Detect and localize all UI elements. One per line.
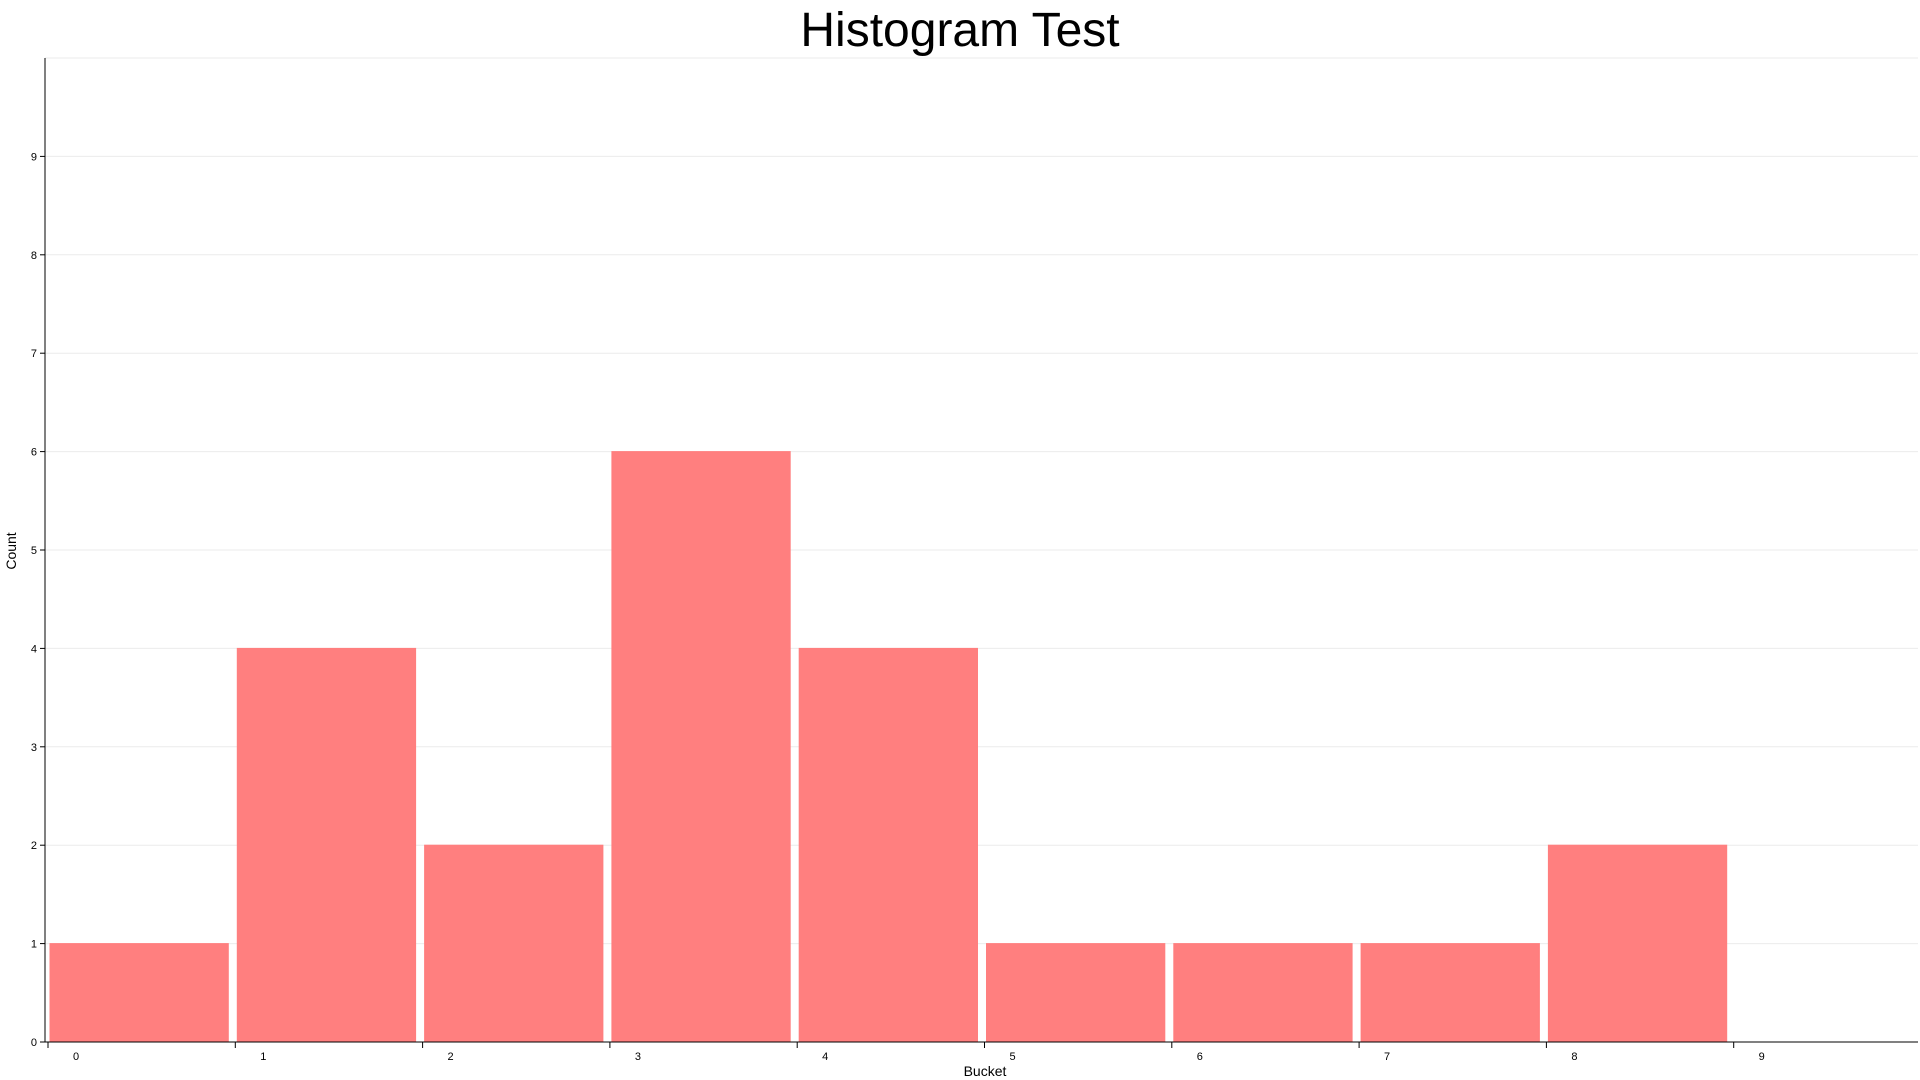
y-tick-label-3: 3 xyxy=(31,742,37,754)
bar-8 xyxy=(1547,844,1728,1043)
x-axis-label: Bucket xyxy=(964,1063,1007,1079)
x-tick-label-3: 3 xyxy=(635,1051,641,1063)
y-axis-label: Count xyxy=(3,532,19,569)
y-tick-label-0: 0 xyxy=(31,1037,37,1049)
chart-title: Histogram Test xyxy=(800,4,1120,57)
x-tick-label-9: 9 xyxy=(1759,1051,1765,1063)
bar-7 xyxy=(1360,943,1540,1043)
bar-6 xyxy=(1173,943,1353,1043)
y-tick-label-7: 7 xyxy=(31,348,37,360)
x-tick-label-0: 0 xyxy=(73,1051,79,1063)
y-tick-label-1: 1 xyxy=(31,939,37,951)
bar-0 xyxy=(49,943,229,1043)
y-tick-label-8: 8 xyxy=(31,250,37,262)
y-tick-label-5: 5 xyxy=(31,545,37,557)
axes xyxy=(40,58,1918,1048)
x-tick-label-6: 6 xyxy=(1197,1051,1203,1063)
bar-1 xyxy=(236,647,417,1043)
y-tick-label-2: 2 xyxy=(31,840,37,852)
bars xyxy=(49,451,1728,1043)
x-tick-label-5: 5 xyxy=(1009,1051,1015,1063)
y-tick-label-4: 4 xyxy=(31,643,37,655)
x-tick-label-8: 8 xyxy=(1571,1051,1577,1063)
bar-2 xyxy=(424,844,604,1043)
x-tick-label-2: 2 xyxy=(448,1051,454,1063)
x-tick-label-4: 4 xyxy=(822,1051,828,1063)
bar-3 xyxy=(611,451,791,1043)
bar-4 xyxy=(798,647,979,1043)
y-tick-label-6: 6 xyxy=(31,447,37,459)
y-tick-label-9: 9 xyxy=(31,151,37,163)
tick-labels: 0 1 2 3 4 5 6 7 8 9 0 1 2 3 4 5 6 7 8 9 xyxy=(31,151,1765,1063)
x-tick-label-1: 1 xyxy=(260,1051,266,1063)
bar-5 xyxy=(986,943,1166,1043)
x-tick-label-7: 7 xyxy=(1384,1051,1390,1063)
